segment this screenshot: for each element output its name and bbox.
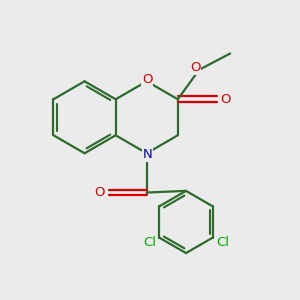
Text: O: O (190, 61, 200, 74)
Text: O: O (220, 93, 230, 106)
Text: Cl: Cl (216, 236, 229, 249)
Text: N: N (142, 148, 152, 161)
Text: O: O (95, 186, 105, 199)
Text: O: O (142, 73, 153, 86)
Text: Cl: Cl (143, 236, 156, 249)
